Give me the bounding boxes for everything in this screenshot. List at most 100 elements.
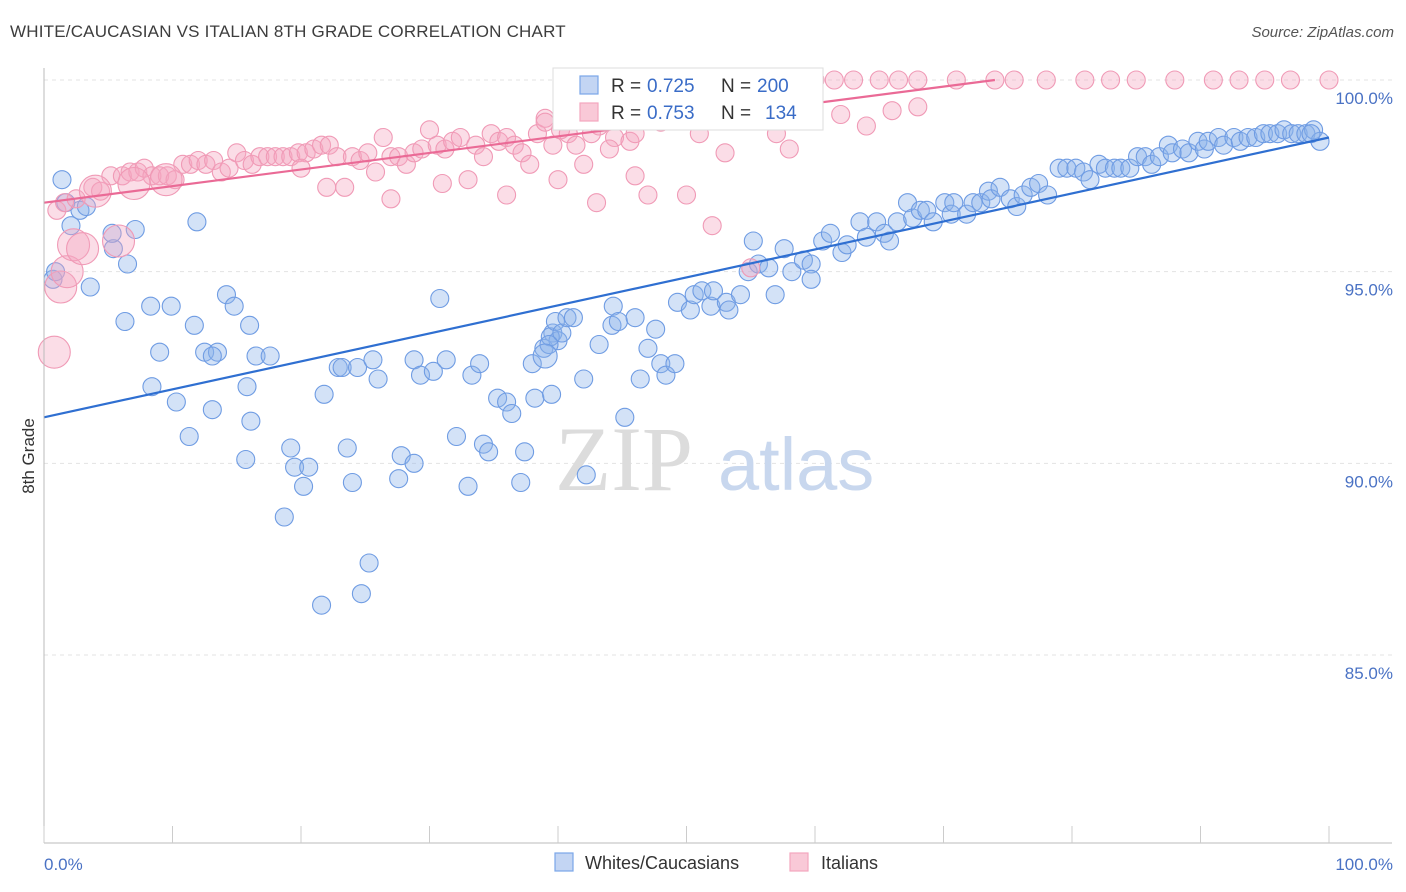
data-point — [368, 369, 388, 389]
data-point — [166, 392, 186, 412]
data-point — [432, 173, 452, 194]
data-point — [882, 101, 902, 121]
data-point — [701, 296, 721, 316]
data-point — [719, 300, 739, 320]
data-point — [563, 308, 583, 328]
data-point — [202, 400, 222, 420]
data-point — [574, 369, 594, 389]
data-point — [285, 457, 305, 477]
legend-r-label-whites: R = — [611, 76, 641, 97]
data-point — [630, 369, 650, 389]
trend-line-whites — [43, 136, 1330, 419]
legend-swatch-italians — [579, 102, 599, 122]
data-point — [473, 147, 494, 167]
data-point — [1253, 124, 1274, 144]
data-point — [1004, 70, 1024, 90]
series-whites-points — [43, 120, 1330, 615]
data-point — [1188, 131, 1208, 151]
data-point — [867, 212, 887, 232]
data-point — [184, 315, 204, 335]
data-point — [520, 154, 540, 174]
data-point — [141, 296, 161, 316]
data-point — [843, 70, 864, 90]
y-tick-label: 90.0% — [1345, 472, 1393, 491]
data-point — [576, 465, 596, 485]
data-point — [879, 231, 900, 251]
data-point — [80, 277, 100, 297]
data-point — [363, 350, 383, 370]
data-point — [430, 288, 450, 309]
data-point — [462, 365, 482, 385]
legend-n-label-italians: N = — [721, 103, 751, 124]
data-point — [260, 346, 280, 366]
data-point — [250, 147, 270, 167]
legend-n-value-whites: 200 — [757, 76, 789, 97]
data-point — [246, 346, 266, 366]
data-point — [1301, 124, 1321, 144]
data-point — [125, 219, 145, 240]
data-point — [665, 354, 685, 374]
data-point — [115, 311, 135, 332]
data-point — [150, 342, 170, 362]
data-point — [869, 70, 889, 90]
data-point — [161, 296, 181, 316]
data-point — [917, 200, 937, 220]
data-point — [820, 223, 840, 243]
data-point — [179, 426, 199, 447]
data-point — [337, 438, 357, 458]
data-point — [625, 166, 645, 186]
source-label: Source: ZipAtlas.com — [1251, 24, 1394, 41]
data-point — [599, 139, 619, 159]
data-point — [227, 143, 247, 163]
data-point — [1260, 124, 1280, 144]
data-point — [1120, 158, 1140, 178]
data-point-large — [117, 166, 151, 201]
data-point — [1238, 127, 1258, 148]
data-point — [134, 158, 154, 178]
data-point — [765, 285, 785, 305]
data-point — [481, 124, 501, 144]
trend-lines — [43, 78, 1330, 419]
watermark-zip: ZIP — [555, 408, 693, 510]
data-point — [511, 472, 531, 493]
data-point — [335, 177, 355, 197]
data-point — [436, 350, 456, 370]
data-point — [1036, 70, 1056, 90]
data-point — [522, 354, 542, 374]
legend-r-value-italians: 0.753 — [647, 103, 695, 124]
x-tick-label-end: 100.0% — [1335, 855, 1393, 874]
x-tick-label-start: 0.0% — [44, 855, 83, 874]
data-point — [638, 338, 658, 358]
data-point — [240, 315, 260, 335]
data-point — [545, 311, 565, 332]
data-point — [702, 216, 722, 236]
data-point — [314, 384, 334, 404]
data-point — [1319, 70, 1339, 90]
data-point-large — [37, 335, 71, 369]
data-point — [515, 442, 535, 462]
data-point — [1074, 162, 1094, 182]
data-point — [963, 193, 983, 213]
data-point — [317, 177, 337, 197]
data-point — [497, 185, 517, 205]
data-point — [419, 120, 440, 140]
data-point — [548, 170, 568, 190]
data-point — [1229, 70, 1249, 90]
data-point — [294, 476, 314, 496]
data-point — [608, 311, 628, 332]
y-tick-labels: 100.0% 95.0% 90.0% 85.0% — [1335, 89, 1393, 683]
data-point — [207, 342, 228, 362]
data-point — [557, 308, 577, 328]
data-point — [265, 147, 285, 167]
bottom-legend-label-whites: Whites/Caucasians — [585, 853, 739, 873]
data-point — [479, 442, 499, 462]
data-point — [1255, 70, 1275, 90]
y-tick-label: 95.0% — [1345, 281, 1393, 300]
data-point — [801, 269, 821, 289]
data-point — [512, 143, 532, 163]
data-point — [978, 181, 999, 201]
data-point — [410, 365, 431, 385]
data-point — [202, 346, 222, 366]
data-point — [908, 97, 928, 117]
data-point — [971, 193, 991, 213]
